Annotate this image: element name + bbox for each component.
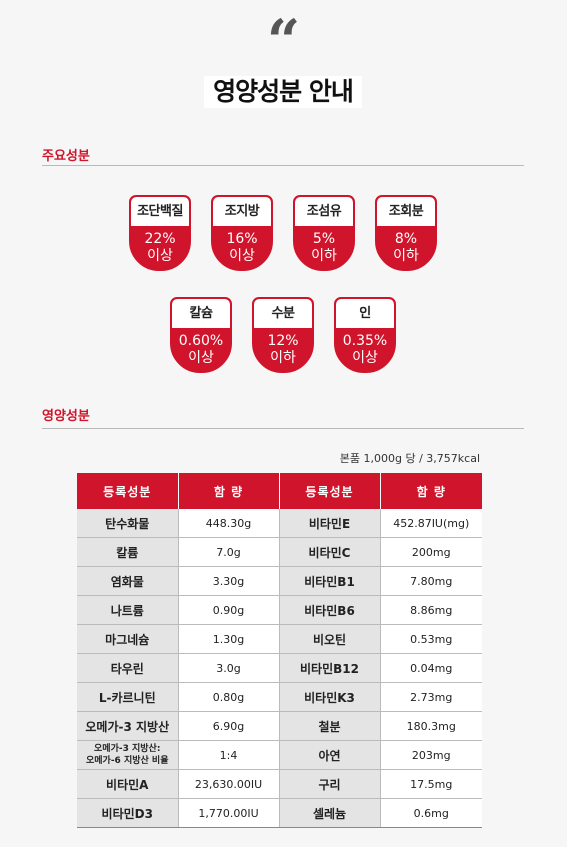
amount-cell: 0.80g bbox=[178, 682, 280, 712]
amount-cell: 203mg bbox=[380, 740, 482, 770]
amount-cell: 0.6mg bbox=[380, 798, 482, 828]
badge-value: 5% bbox=[312, 231, 336, 247]
table-row: 비타민D3 1,770.00IU 셀레늄 0.6mg bbox=[77, 798, 482, 828]
badge-item: 조섬유 5% 이하 bbox=[293, 195, 355, 271]
badge-value: 8% bbox=[394, 231, 418, 247]
ingredient-name-cell: 염화물 bbox=[77, 566, 179, 596]
ingredient-name-cell: 구리 bbox=[279, 769, 381, 799]
amount-cell: 17.5mg bbox=[380, 769, 482, 799]
section-divider bbox=[42, 165, 524, 166]
amount-cell: 7.0g bbox=[178, 537, 280, 567]
badge-name: 조회분 bbox=[377, 197, 435, 226]
badge-condition: 이상 bbox=[229, 248, 255, 264]
per-serving-note: 본품 1,000g 당 / 3,757kcal bbox=[339, 452, 480, 465]
ingredient-name-cell: L-카르니틴 bbox=[77, 682, 179, 712]
table-row: L-카르니틴 0.80g 비타민K3 2.73mg bbox=[77, 682, 482, 712]
amount-cell: 452.87IU(mg) bbox=[380, 509, 482, 538]
amount-cell: 7.80mg bbox=[380, 566, 482, 596]
badge-item: 조지방 16% 이상 bbox=[211, 195, 273, 271]
badge-value: 0.35% bbox=[342, 333, 388, 349]
amount-cell: 0.04mg bbox=[380, 653, 482, 683]
badge-value: 22% bbox=[144, 231, 176, 247]
ingredient-name-cell: 비타민B12 bbox=[279, 653, 381, 683]
table-row: 타우린 3.0g 비타민B12 0.04mg bbox=[77, 653, 482, 683]
table-row: 비타민A 23,630.00IU 구리 17.5mg bbox=[77, 769, 482, 799]
ingredient-name-cell: 철분 bbox=[279, 711, 381, 741]
header-ingredient: 등록성분 bbox=[77, 473, 179, 509]
ingredient-name-cell: 비타민B1 bbox=[279, 566, 381, 596]
section-divider bbox=[42, 428, 524, 429]
table-row: 마그네슘 1.30g 비오틴 0.53mg bbox=[77, 624, 482, 654]
ingredient-name-cell: 아연 bbox=[279, 740, 381, 770]
badge-condition: 이상 bbox=[188, 350, 214, 366]
table-row: 나트륨 0.90g 비타민B6 8.86mg bbox=[77, 595, 482, 625]
badge-item: 칼슘 0.60% 이상 bbox=[170, 297, 232, 373]
amount-cell: 448.30g bbox=[178, 509, 280, 538]
badge-condition: 이하 bbox=[393, 248, 419, 264]
ingredient-name-cell: 비타민C bbox=[279, 537, 381, 567]
ingredient-name-cell: 탄수화물 bbox=[77, 509, 179, 538]
page-title: 영양성분 안내 bbox=[204, 76, 362, 108]
badge-condition: 이상 bbox=[352, 350, 378, 366]
amount-cell: 6.90g bbox=[178, 711, 280, 741]
badge-name: 조섬유 bbox=[295, 197, 353, 226]
badge-name: 인 bbox=[336, 299, 394, 328]
ingredient-name-cell: 마그네슘 bbox=[77, 624, 179, 654]
amount-cell: 8.86mg bbox=[380, 595, 482, 625]
section-title-main-ingredients: 주요성분 bbox=[42, 149, 90, 164]
ingredient-name-cell: 셀레늄 bbox=[279, 798, 381, 828]
table-row: 탄수화물 448.30g 비타민E 452.87IU(mg) bbox=[77, 509, 482, 538]
amount-cell: 23,630.00IU bbox=[178, 769, 280, 799]
badge-value: 12% bbox=[267, 333, 299, 349]
amount-cell: 180.3mg bbox=[380, 711, 482, 741]
ingredient-name-cell: 오메가-3 지방산: 오메가-6 지방산 비율 bbox=[77, 740, 179, 770]
badge-item: 수분 12% 이하 bbox=[252, 297, 314, 373]
nutrition-table: 등록성분 함 량 등록성분 함 량 탄수화물 448.30g 비타민E 452.87I… bbox=[77, 473, 482, 828]
badge-condition: 이하 bbox=[270, 350, 296, 366]
amount-cell: 3.0g bbox=[178, 653, 280, 683]
badge-item: 인 0.35% 이상 bbox=[334, 297, 396, 373]
ingredient-name-cell: 비타민K3 bbox=[279, 682, 381, 712]
badge-item: 조단백질 22% 이상 bbox=[129, 195, 191, 271]
badge-condition: 이상 bbox=[147, 248, 173, 264]
ingredient-name-cell: 타우린 bbox=[77, 653, 179, 683]
amount-cell: 0.53mg bbox=[380, 624, 482, 654]
section-title-nutrition: 영양성분 bbox=[42, 409, 90, 424]
badge-value: 16% bbox=[226, 231, 258, 247]
badge-condition: 이하 bbox=[311, 248, 337, 264]
quote-mark-icon: “ bbox=[266, 7, 301, 75]
header-amount: 함 량 bbox=[178, 473, 280, 509]
amount-cell: 1:4 bbox=[178, 740, 280, 770]
table-row: 오메가-3 지방산: 오메가-6 지방산 비율 1:4 아연 203mg bbox=[77, 740, 482, 770]
header-ingredient: 등록성분 bbox=[279, 473, 381, 509]
amount-cell: 1.30g bbox=[178, 624, 280, 654]
table-row: 오메가-3 지방산 6.90g 철분 180.3mg bbox=[77, 711, 482, 741]
badge-name: 조지방 bbox=[213, 197, 271, 226]
ingredient-name-cell: 비타민E bbox=[279, 509, 381, 538]
header-amount: 함 량 bbox=[380, 473, 482, 509]
table-row: 칼륨 7.0g 비타민C 200mg bbox=[77, 537, 482, 567]
badge-value: 0.60% bbox=[178, 333, 224, 349]
amount-cell: 2.73mg bbox=[380, 682, 482, 712]
amount-cell: 3.30g bbox=[178, 566, 280, 596]
amount-cell: 200mg bbox=[380, 537, 482, 567]
badge-name: 칼슘 bbox=[172, 299, 230, 328]
ingredient-name-cell: 칼륨 bbox=[77, 537, 179, 567]
badge-item: 조회분 8% 이하 bbox=[375, 195, 437, 271]
table-row: 염화물 3.30g 비타민B1 7.80mg bbox=[77, 566, 482, 596]
ingredient-name-cell: 비타민D3 bbox=[77, 798, 179, 828]
ingredient-name-cell: 나트륨 bbox=[77, 595, 179, 625]
ingredient-name-cell: 비오틴 bbox=[279, 624, 381, 654]
ingredient-name-cell: 비타민A bbox=[77, 769, 179, 799]
ingredient-name-cell: 비타민B6 bbox=[279, 595, 381, 625]
ingredient-name-cell: 오메가-3 지방산 bbox=[77, 711, 179, 741]
badge-name: 조단백질 bbox=[131, 197, 189, 226]
badge-name: 수분 bbox=[254, 299, 312, 328]
amount-cell: 0.90g bbox=[178, 595, 280, 625]
amount-cell: 1,770.00IU bbox=[178, 798, 280, 828]
